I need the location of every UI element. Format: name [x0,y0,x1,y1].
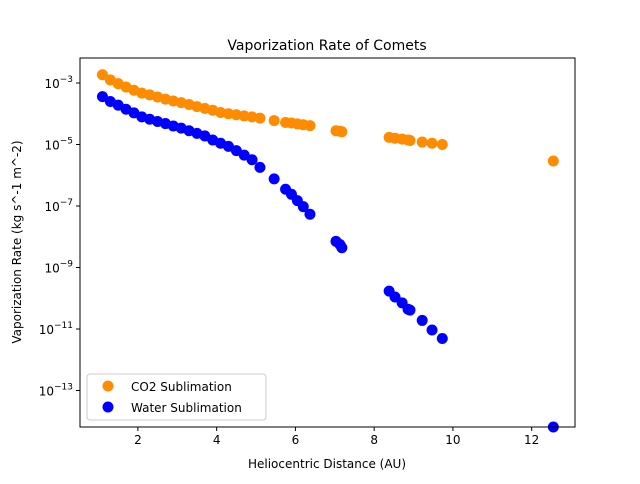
y-axis: 10−3 10−5 10−7 10−9 10−11 10−13 [39,75,80,398]
point-co2 [254,112,266,124]
legend-box [86,373,267,421]
y-tick-label: 10−5 [44,136,73,152]
point-co2 [426,137,438,149]
plot-area [96,69,559,433]
x-tick-label: 12 [524,433,539,447]
legend: CO2 Sublimation Water Sublimation [86,373,267,421]
x-axis-label: Heliocentric Distance (AU) [248,457,406,471]
point-co2 [404,134,416,146]
point-water [246,154,258,166]
point-water [426,324,438,336]
chart-title: Vaporization Rate of Comets [227,38,426,54]
point-water [297,201,309,213]
point-water [416,314,428,326]
y-tick-label: 10−11 [39,321,73,337]
point-co2 [268,115,280,127]
x-tick-label: 4 [213,433,221,447]
point-co2 [96,69,108,81]
y-tick-label: 10−9 [44,259,73,275]
point-water [436,333,448,345]
point-water [96,91,108,103]
point-water [254,161,266,173]
point-co2 [336,126,348,138]
point-co2 [416,136,428,148]
point-water [336,242,348,254]
legend-marker-co2 [102,380,114,392]
point-water [404,304,416,316]
x-axis: 2 4 6 8 10 12 [134,427,539,447]
y-axis-label: Vaporization Rate (kg s^-1 m^-2) [10,140,24,343]
y-tick-label: 10−3 [44,75,73,91]
y-tick-label: 10−7 [44,198,73,214]
legend-label-water: Water Sublimation [131,401,242,415]
x-tick-label: 10 [445,433,460,447]
point-co2 [547,155,559,167]
point-co2 [436,138,448,150]
y-tick-label: 10−13 [39,382,73,398]
x-tick-label: 8 [370,433,378,447]
legend-label-co2: CO2 Sublimation [131,380,232,394]
point-water [268,173,280,185]
point-co2 [304,120,316,132]
x-tick-label: 2 [134,433,142,447]
legend-marker-water [102,401,114,413]
point-water [304,208,316,220]
x-tick-label: 6 [292,433,300,447]
axes-frame [79,57,576,428]
